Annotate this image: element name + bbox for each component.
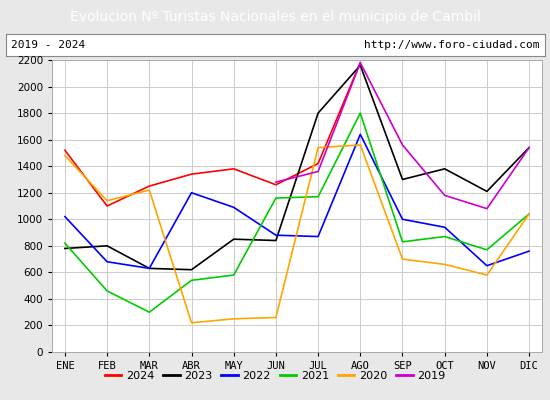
2022 — [230, 205, 237, 210]
2023 — [230, 237, 237, 242]
2022 — [526, 249, 532, 254]
2022 — [273, 233, 279, 238]
2021 — [442, 234, 448, 239]
2022 — [357, 132, 364, 137]
2022 — [104, 259, 111, 264]
2022 — [315, 234, 321, 239]
2021 — [399, 240, 406, 244]
2020 — [104, 198, 111, 203]
2020 — [357, 142, 364, 147]
2020 — [230, 316, 237, 321]
2020 — [399, 257, 406, 262]
2023 — [104, 244, 111, 248]
2020 — [526, 212, 532, 216]
Line: 2019: 2019 — [276, 63, 529, 209]
Legend: 2024, 2023, 2022, 2021, 2020, 2019: 2024, 2023, 2022, 2021, 2020, 2019 — [100, 366, 450, 386]
2021 — [357, 111, 364, 116]
2020 — [146, 188, 152, 192]
2020 — [315, 145, 321, 150]
2020 — [483, 273, 490, 278]
2019 — [315, 169, 321, 174]
2023 — [315, 111, 321, 116]
2021 — [62, 241, 68, 246]
2021 — [315, 194, 321, 199]
2021 — [230, 273, 237, 278]
2023 — [483, 189, 490, 194]
2023 — [357, 63, 364, 68]
2022 — [483, 263, 490, 268]
2021 — [526, 212, 532, 216]
Line: 2022: 2022 — [65, 134, 529, 268]
Text: http://www.foro-ciudad.com: http://www.foro-ciudad.com — [364, 40, 539, 50]
2020 — [442, 262, 448, 267]
2022 — [146, 266, 152, 271]
Text: Evolucion Nº Turistas Nacionales en el municipio de Cambil: Evolucion Nº Turistas Nacionales en el m… — [69, 10, 481, 24]
Text: 2019 - 2024: 2019 - 2024 — [11, 40, 85, 50]
Line: 2021: 2021 — [65, 113, 529, 312]
2019 — [442, 193, 448, 198]
2021 — [104, 288, 111, 293]
2020 — [188, 320, 195, 325]
Line: 2023: 2023 — [65, 65, 529, 270]
2023 — [526, 145, 532, 150]
2021 — [483, 247, 490, 252]
2019 — [483, 206, 490, 211]
2021 — [188, 278, 195, 283]
2019 — [357, 60, 364, 65]
2022 — [399, 217, 406, 222]
2022 — [62, 214, 68, 219]
2023 — [146, 266, 152, 271]
Line: 2020: 2020 — [65, 145, 529, 323]
2023 — [273, 238, 279, 243]
2023 — [188, 267, 195, 272]
2023 — [62, 246, 68, 251]
2022 — [188, 190, 195, 195]
2023 — [399, 177, 406, 182]
2022 — [442, 225, 448, 230]
2023 — [442, 166, 448, 171]
2021 — [273, 196, 279, 200]
2020 — [62, 153, 68, 158]
2020 — [273, 315, 279, 320]
2019 — [273, 180, 279, 184]
2019 — [399, 142, 406, 147]
2019 — [526, 145, 532, 150]
2021 — [146, 310, 152, 314]
